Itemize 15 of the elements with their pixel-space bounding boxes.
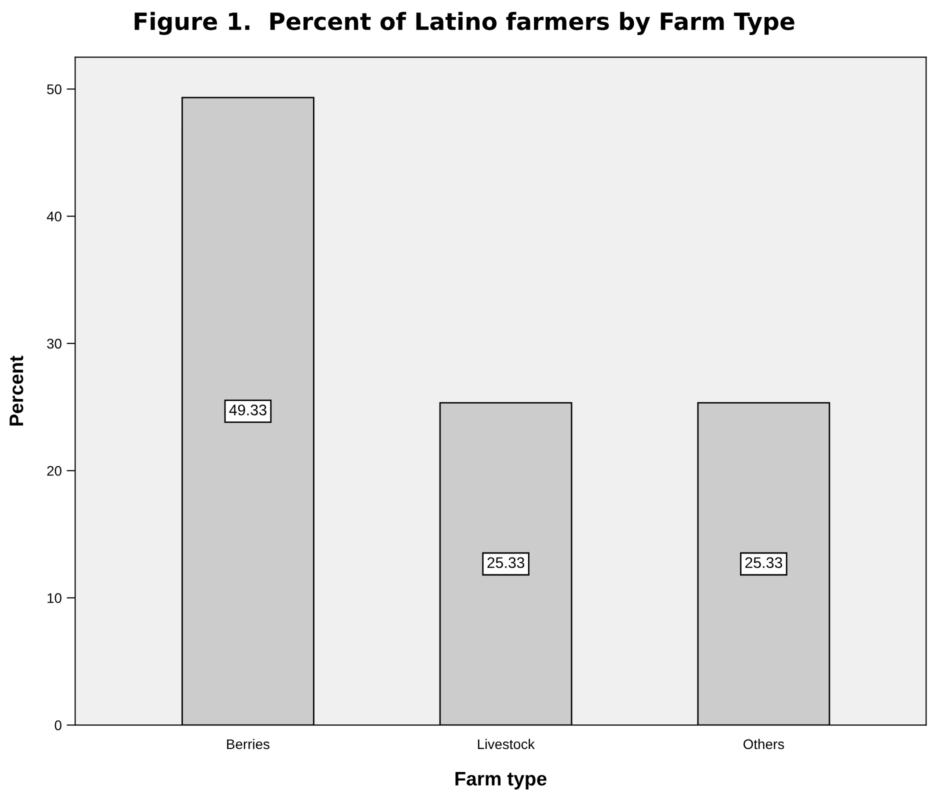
x-tick-label: Livestock	[478, 738, 535, 750]
y-axis-title: Percent	[10, 356, 24, 426]
y-tick-label: 40	[46, 212, 62, 222]
x-axis-title: Farm type	[455, 772, 546, 790]
chart-title: Figure 1. Percent of Latino farmers by Farm Type	[134, 12, 794, 35]
y-tick-label: 30	[47, 338, 62, 349]
y-tick-label: 0	[54, 720, 62, 730]
data-label: 25.33	[745, 557, 782, 568]
x-tick-label: Berries	[227, 738, 270, 750]
y-tick-label: 20	[47, 466, 62, 476]
y-tick-label: 50	[47, 84, 62, 94]
data-label: 49.33	[229, 404, 266, 416]
data-label: 25.33	[487, 557, 524, 568]
y-tick-label: 10	[48, 593, 62, 604]
x-tick-label: Others	[744, 738, 784, 750]
